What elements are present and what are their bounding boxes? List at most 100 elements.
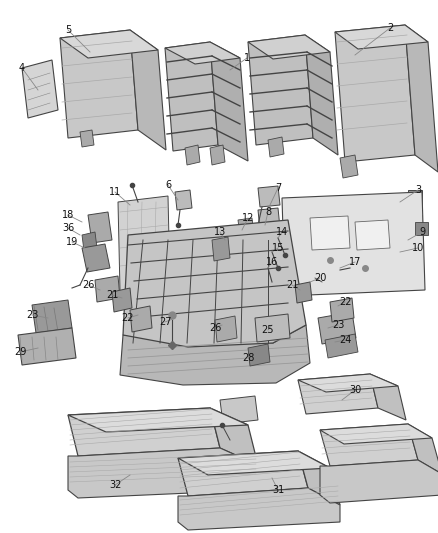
- Polygon shape: [320, 460, 438, 503]
- Text: 32: 32: [109, 480, 121, 490]
- Text: 31: 31: [272, 485, 284, 495]
- Polygon shape: [320, 424, 418, 466]
- Polygon shape: [335, 25, 415, 162]
- Polygon shape: [82, 244, 110, 272]
- Text: 10: 10: [412, 243, 424, 253]
- Text: 5: 5: [65, 25, 71, 35]
- Polygon shape: [295, 282, 312, 303]
- Text: 6: 6: [165, 180, 171, 190]
- Polygon shape: [68, 408, 220, 456]
- Text: 29: 29: [14, 347, 26, 357]
- Text: 12: 12: [242, 213, 254, 223]
- Text: 21: 21: [286, 280, 298, 290]
- Text: 20: 20: [314, 273, 326, 283]
- Text: 28: 28: [242, 353, 254, 363]
- Text: 25: 25: [262, 325, 274, 335]
- Polygon shape: [118, 196, 170, 291]
- Polygon shape: [212, 237, 230, 261]
- Polygon shape: [238, 218, 254, 237]
- Polygon shape: [123, 220, 306, 347]
- Text: 22: 22: [122, 313, 134, 323]
- Polygon shape: [18, 328, 76, 365]
- Text: 14: 14: [276, 227, 288, 237]
- Text: 27: 27: [159, 317, 171, 327]
- Text: 1: 1: [244, 53, 250, 63]
- Text: 22: 22: [339, 297, 351, 307]
- Text: 3: 3: [415, 185, 421, 195]
- Polygon shape: [60, 30, 138, 138]
- Polygon shape: [340, 155, 358, 178]
- Polygon shape: [335, 25, 428, 49]
- Polygon shape: [408, 215, 422, 230]
- Text: 8: 8: [265, 207, 271, 217]
- Polygon shape: [210, 408, 258, 465]
- Polygon shape: [408, 190, 422, 210]
- Polygon shape: [355, 220, 390, 250]
- Text: 4: 4: [19, 63, 25, 73]
- Polygon shape: [282, 192, 425, 296]
- Polygon shape: [298, 451, 340, 505]
- Polygon shape: [88, 212, 112, 243]
- Polygon shape: [248, 35, 330, 59]
- Polygon shape: [68, 408, 248, 432]
- Text: 21: 21: [106, 290, 118, 300]
- Polygon shape: [248, 344, 270, 366]
- Polygon shape: [320, 424, 432, 444]
- Polygon shape: [215, 316, 237, 342]
- Polygon shape: [112, 288, 132, 312]
- Polygon shape: [178, 451, 330, 475]
- Polygon shape: [408, 424, 438, 474]
- Polygon shape: [68, 448, 258, 498]
- Polygon shape: [325, 334, 358, 358]
- Polygon shape: [95, 276, 120, 302]
- Text: 19: 19: [66, 237, 78, 247]
- Text: 2: 2: [387, 23, 393, 33]
- Polygon shape: [258, 208, 280, 230]
- Polygon shape: [370, 374, 406, 420]
- Polygon shape: [405, 25, 438, 172]
- Text: 30: 30: [349, 385, 361, 395]
- Polygon shape: [255, 314, 290, 342]
- Text: 24: 24: [339, 335, 351, 345]
- Polygon shape: [82, 232, 97, 251]
- Polygon shape: [178, 488, 340, 530]
- Polygon shape: [130, 306, 152, 332]
- Polygon shape: [298, 374, 378, 414]
- Polygon shape: [60, 30, 158, 58]
- Polygon shape: [298, 374, 398, 392]
- Polygon shape: [305, 35, 338, 155]
- Text: 13: 13: [214, 227, 226, 237]
- Polygon shape: [330, 298, 354, 322]
- Polygon shape: [318, 312, 356, 344]
- Text: 9: 9: [419, 227, 425, 237]
- Text: 7: 7: [275, 183, 281, 193]
- Text: 17: 17: [349, 257, 361, 267]
- Text: 36: 36: [62, 223, 74, 233]
- Polygon shape: [185, 145, 200, 165]
- Polygon shape: [165, 42, 218, 151]
- Polygon shape: [175, 190, 192, 210]
- Text: 16: 16: [266, 257, 278, 267]
- Text: 26: 26: [82, 280, 94, 290]
- Polygon shape: [415, 222, 428, 235]
- Text: 11: 11: [109, 187, 121, 197]
- Polygon shape: [165, 42, 240, 64]
- Polygon shape: [258, 186, 280, 207]
- Polygon shape: [210, 42, 248, 161]
- Polygon shape: [310, 216, 350, 250]
- Polygon shape: [130, 30, 166, 150]
- Text: 18: 18: [62, 210, 74, 220]
- Polygon shape: [220, 396, 258, 424]
- Polygon shape: [178, 451, 308, 496]
- Polygon shape: [120, 325, 310, 385]
- Polygon shape: [22, 60, 58, 118]
- Polygon shape: [80, 130, 94, 147]
- Polygon shape: [210, 145, 225, 165]
- Polygon shape: [32, 300, 72, 333]
- Text: 15: 15: [272, 243, 284, 253]
- Text: 23: 23: [26, 310, 38, 320]
- Text: 23: 23: [332, 320, 344, 330]
- Text: 26: 26: [209, 323, 221, 333]
- Polygon shape: [268, 137, 284, 157]
- Polygon shape: [248, 35, 313, 145]
